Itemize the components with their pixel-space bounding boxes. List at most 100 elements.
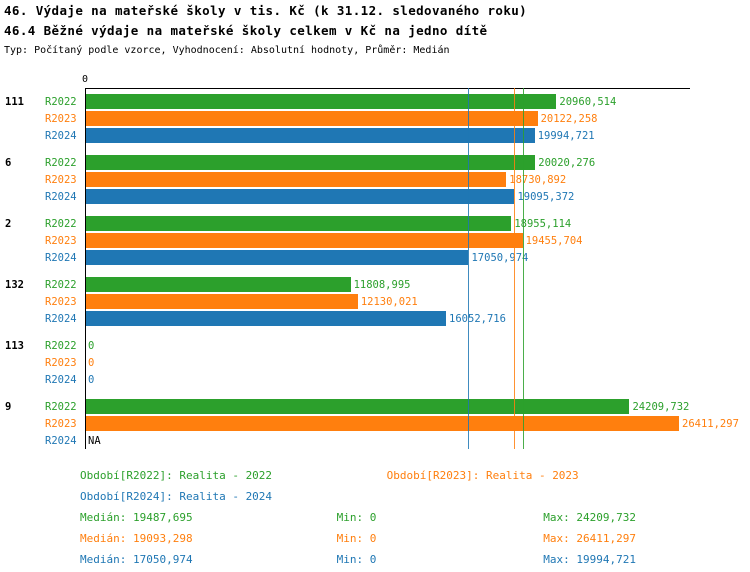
bar-value-label: 0 — [88, 373, 95, 386]
bar-row: R2023 12130,021 — [0, 293, 690, 310]
bar-value-label: NA — [88, 434, 101, 447]
bar-value-label: 20960,514 — [559, 95, 617, 108]
bar-row: R2023 0 — [0, 354, 690, 371]
plot-cell: 18955,114 — [85, 215, 690, 232]
series-label: R2024 — [45, 251, 77, 264]
plot-cell: 26411,297 — [85, 415, 739, 432]
series-label: R2022 — [45, 156, 77, 169]
bar-r2022 — [85, 94, 557, 109]
chart-subtitle: Typ: Počítaný podle vzorce, Vyhodnocení:… — [4, 45, 450, 56]
plot-cell: 20020,276 — [85, 154, 690, 171]
bar-row: 111 R2022 20960,514 — [0, 93, 690, 110]
bar-group-6: 6 R2022 20020,276 R2023 18730,892 R2024 19095,… — [0, 154, 690, 205]
stats-row-r2024: Medián: 17050,974 Min: 0 Max: 19994,721 — [80, 549, 636, 570]
series-label: R2024 — [45, 434, 77, 447]
bar-value-label: 18730,892 — [509, 173, 567, 186]
stat-median-r2023: Medián: 19093,298 — [80, 532, 193, 545]
plot-cell: 12130,021 — [85, 293, 690, 310]
chart-title-line1: 46. Výdaje na mateřské školy v tis. Kč (… — [4, 3, 528, 18]
series-label: R2023 — [45, 417, 77, 430]
bar-chart: 0 111 R2022 20960,514 R2023 20122,258 R2024 19… — [0, 74, 739, 449]
bar-value-label: 11808,995 — [353, 278, 411, 291]
series-label: R2022 — [45, 95, 77, 108]
bar-r2024 — [85, 128, 535, 143]
bar-r2023 — [85, 233, 523, 248]
plot-cell: 18730,892 — [85, 171, 690, 188]
bar-value-label: 20122,258 — [540, 112, 598, 125]
series-label: R2024 — [45, 129, 77, 142]
bar-row: 132 R2022 11808,995 — [0, 276, 690, 293]
bar-row: R2024 19095,372 — [0, 188, 690, 205]
bar-row: 6 R2022 20020,276 — [0, 154, 690, 171]
bar-value-label: 0 — [88, 339, 95, 352]
bar-value-label: 17050,974 — [471, 251, 529, 264]
series-label: R2023 — [45, 295, 77, 308]
bar-row: R2024 19994,721 — [0, 127, 690, 144]
plot-cell: NA — [85, 432, 690, 449]
x-axis-zero-tick-label: 0 — [81, 74, 89, 85]
plot-cell: 19994,721 — [85, 127, 690, 144]
series-label: R2022 — [45, 400, 77, 413]
stats-row-r2022: Medián: 19487,695 Min: 0 Max: 24209,732 — [80, 507, 636, 528]
category-label: 9 — [5, 400, 12, 413]
bar-row: R2023 26411,297 — [0, 415, 739, 432]
bar-r2023 — [85, 111, 538, 126]
stat-min-r2024: Min: 0 — [336, 553, 377, 566]
bar-row: 113 R2022 0 — [0, 337, 690, 354]
bar-row: R2024 NA — [0, 432, 690, 449]
chart-title-line2: 46.4 Běžné výdaje na mateřské školy celk… — [4, 23, 488, 38]
category-label: 6 — [5, 156, 12, 169]
series-label: R2024 — [45, 312, 77, 325]
bar-r2022 — [85, 399, 630, 414]
legend-row-1: Období[R2022]: Realita - 2022 Období[R20… — [80, 465, 636, 486]
bar-value-label: 19095,372 — [517, 190, 575, 203]
stat-min-r2023: Min: 0 — [336, 532, 377, 545]
legend-item-r2024: Období[R2024]: Realita - 2024 — [80, 490, 273, 503]
plot-cell: 0 — [85, 354, 690, 371]
stat-median-r2022: Medián: 19487,695 — [80, 511, 193, 524]
series-label: R2023 — [45, 234, 77, 247]
bar-row: R2024 0 — [0, 371, 690, 388]
bar-r2022 — [85, 216, 512, 231]
series-label: R2022 — [45, 339, 77, 352]
series-label: R2024 — [45, 190, 77, 203]
stats-row-r2023: Medián: 19093,298 Min: 0 Max: 26411,297 — [80, 528, 636, 549]
bar-r2024 — [85, 311, 447, 326]
plot-cell: 0 — [85, 371, 690, 388]
category-label: 113 — [5, 339, 24, 352]
bar-value-label: 19994,721 — [537, 129, 595, 142]
series-label: R2023 — [45, 112, 77, 125]
stat-max-r2024: Max: 19994,721 — [543, 553, 636, 566]
bar-row: R2024 17050,974 — [0, 249, 690, 266]
plot-cell: 20122,258 — [85, 110, 690, 127]
plot-cell: 19455,704 — [85, 232, 690, 249]
bar-row: R2023 20122,258 — [0, 110, 690, 127]
bar-r2022 — [85, 155, 536, 170]
plot-cell: 11808,995 — [85, 276, 690, 293]
series-label: R2023 — [45, 173, 77, 186]
bar-r2024 — [85, 250, 469, 265]
bar-value-label: 0 — [88, 356, 95, 369]
legend-item-r2023: Období[R2023]: Realita - 2023 — [386, 469, 579, 482]
bar-row: R2024 16052,716 — [0, 310, 690, 327]
bar-group-113: 113 R2022 0 R2023 0 R2024 0 — [0, 337, 690, 388]
legend-item-r2022: Období[R2022]: Realita - 2022 — [80, 469, 273, 482]
bar-value-label: 19455,704 — [525, 234, 583, 247]
series-label: R2023 — [45, 356, 77, 369]
bar-group-9: 9 R2022 24209,732 R2023 26411,297 R2024 NA — [0, 398, 739, 449]
series-label: R2022 — [45, 278, 77, 291]
bar-value-label: 20020,276 — [538, 156, 596, 169]
bar-r2023 — [85, 172, 507, 187]
bar-group-132: 132 R2022 11808,995 R2023 12130,021 R2024 1605… — [0, 276, 690, 327]
bar-row: R2023 19455,704 — [0, 232, 690, 249]
series-label: R2024 — [45, 373, 77, 386]
stat-max-r2022: Max: 24209,732 — [543, 511, 636, 524]
category-label: 2 — [5, 217, 12, 230]
legend-row-2: Období[R2024]: Realita - 2024 — [80, 486, 636, 507]
bar-r2022 — [85, 277, 351, 292]
category-label: 111 — [5, 95, 24, 108]
stat-min-r2022: Min: 0 — [336, 511, 377, 524]
category-label: 132 — [5, 278, 24, 291]
bar-r2023 — [85, 294, 358, 309]
bar-row: R2023 18730,892 — [0, 171, 690, 188]
